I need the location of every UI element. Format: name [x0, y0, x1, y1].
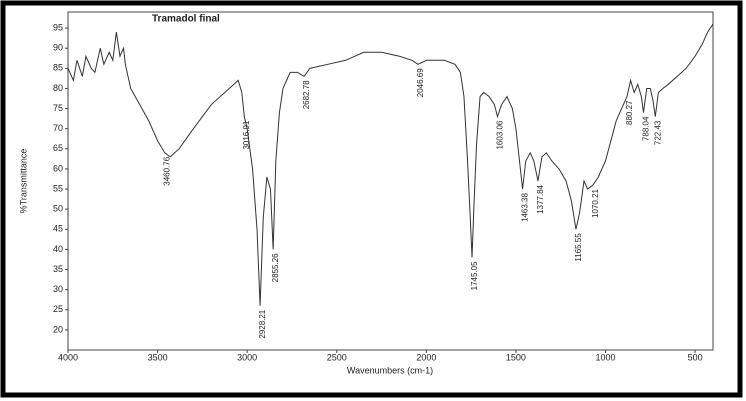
y-tick-label: 65 [53, 143, 63, 153]
y-tick-label: 55 [53, 183, 63, 193]
y-tick-label: 70 [53, 123, 63, 133]
peak-label: 1377.84 [536, 184, 545, 213]
spectrum-line [67, 23, 714, 306]
peak-label: 3460.76 [163, 156, 172, 185]
peak-label: 880.27 [625, 100, 634, 125]
peak-label: 2928.21 [258, 309, 267, 338]
y-tick-label: 45 [53, 224, 63, 234]
y-tick-label: 20 [53, 324, 63, 334]
x-tick-label: 500 [688, 352, 703, 362]
x-tick-label: 2500 [327, 352, 347, 362]
y-tick-label: 50 [53, 204, 63, 214]
y-tick-label: 30 [53, 284, 63, 294]
y-tick-label: 80 [53, 83, 63, 93]
peak-label: 2046.69 [416, 68, 425, 97]
peak-label: 722.43 [653, 120, 662, 145]
chart-title: Tramadol final [152, 14, 220, 25]
y-tick-label: 95 [53, 22, 63, 32]
peak-label: 1070.21 [591, 188, 600, 217]
x-tick-label: 4000 [58, 352, 78, 362]
peak-label: 2855.26 [271, 253, 280, 282]
x-tick-label: 1500 [506, 352, 526, 362]
peak-label: 788.04 [642, 116, 651, 141]
y-tick-label: 35 [53, 264, 63, 274]
peak-label: 3016.91 [242, 120, 251, 149]
x-tick-label: 3000 [237, 352, 257, 362]
plot-area [67, 11, 714, 351]
peak-label: 1603.06 [496, 120, 505, 149]
y-tick-label: 25 [53, 304, 63, 314]
y-tick-label: 90 [53, 43, 63, 53]
peak-label: 2682.78 [302, 80, 311, 109]
peak-label: 1745.05 [470, 261, 479, 290]
y-axis-label: %Transmittance [18, 149, 28, 214]
y-tick-label: 85 [53, 63, 63, 73]
y-tick-label: 75 [53, 103, 63, 113]
peak-label: 1165.55 [574, 233, 583, 262]
x-tick-label: 1000 [595, 352, 615, 362]
x-axis-label: Wavenumbers (cm-1) [347, 365, 433, 375]
y-tick-label: 40 [53, 244, 63, 254]
y-tick-label: 60 [53, 163, 63, 173]
x-tick-label: 3500 [148, 352, 168, 362]
x-tick-label: 2000 [416, 352, 436, 362]
peak-label: 1463.38 [521, 193, 530, 222]
